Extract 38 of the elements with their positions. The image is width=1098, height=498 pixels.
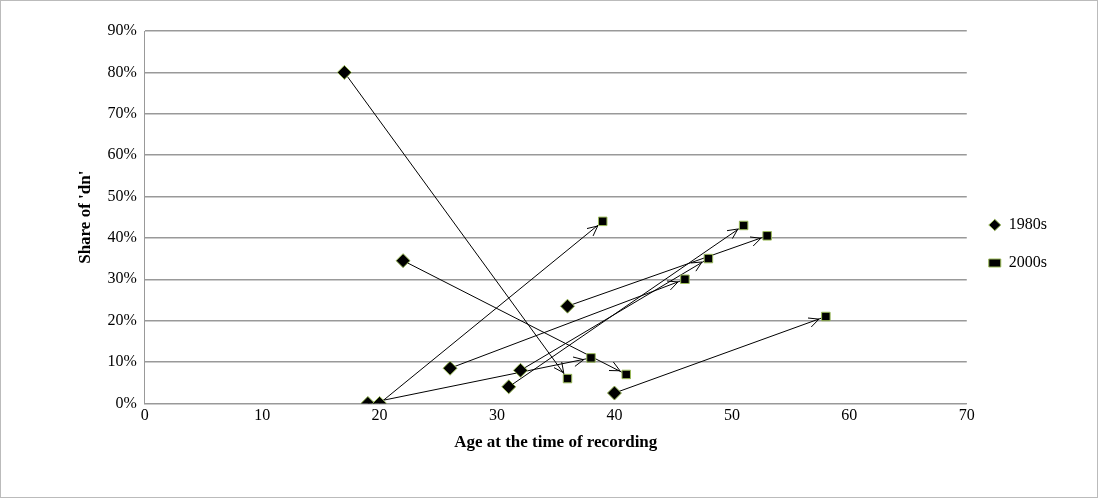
y-axis-title: Share of 'dn'	[74, 170, 94, 264]
point	[501, 379, 517, 395]
x-tick-label: 20	[371, 406, 388, 424]
y-tick-label: 60%	[107, 145, 137, 163]
y-tick-label: 30%	[107, 269, 137, 287]
y-tick-label: 80%	[107, 62, 137, 80]
point	[562, 373, 573, 384]
y-tick-label: 70%	[107, 103, 137, 121]
point	[395, 253, 411, 269]
y-tick-label: 0%	[115, 393, 137, 411]
point	[762, 231, 772, 241]
x-axis-title: Age at the time of recording	[454, 432, 658, 452]
y-tick-label: 90%	[107, 21, 137, 39]
x-tick-label: 70	[958, 406, 975, 424]
x-tick-label: 50	[723, 406, 740, 424]
y-tick-label: 20%	[107, 310, 137, 328]
point	[442, 360, 458, 376]
point	[703, 253, 714, 264]
x-tick-label: 40	[606, 406, 623, 424]
point	[336, 64, 352, 80]
point	[680, 274, 690, 285]
y-tick-label: 10%	[107, 352, 137, 370]
point	[606, 385, 622, 401]
y-tick-label: 40%	[107, 228, 137, 246]
point	[513, 362, 529, 378]
point	[821, 311, 831, 322]
x-tick-label: 30	[489, 406, 506, 424]
legend-label: 2000s	[1008, 253, 1048, 271]
point	[559, 298, 575, 314]
y-tick-label: 50%	[107, 186, 137, 204]
x-tick-label: 60	[841, 406, 858, 424]
x-tick-label: 10	[254, 406, 271, 424]
point	[621, 369, 631, 380]
point	[738, 220, 749, 231]
legend-label: 1980s	[1008, 215, 1048, 233]
point	[597, 216, 608, 227]
point	[586, 353, 596, 363]
x-tick-label: 0	[140, 406, 149, 424]
